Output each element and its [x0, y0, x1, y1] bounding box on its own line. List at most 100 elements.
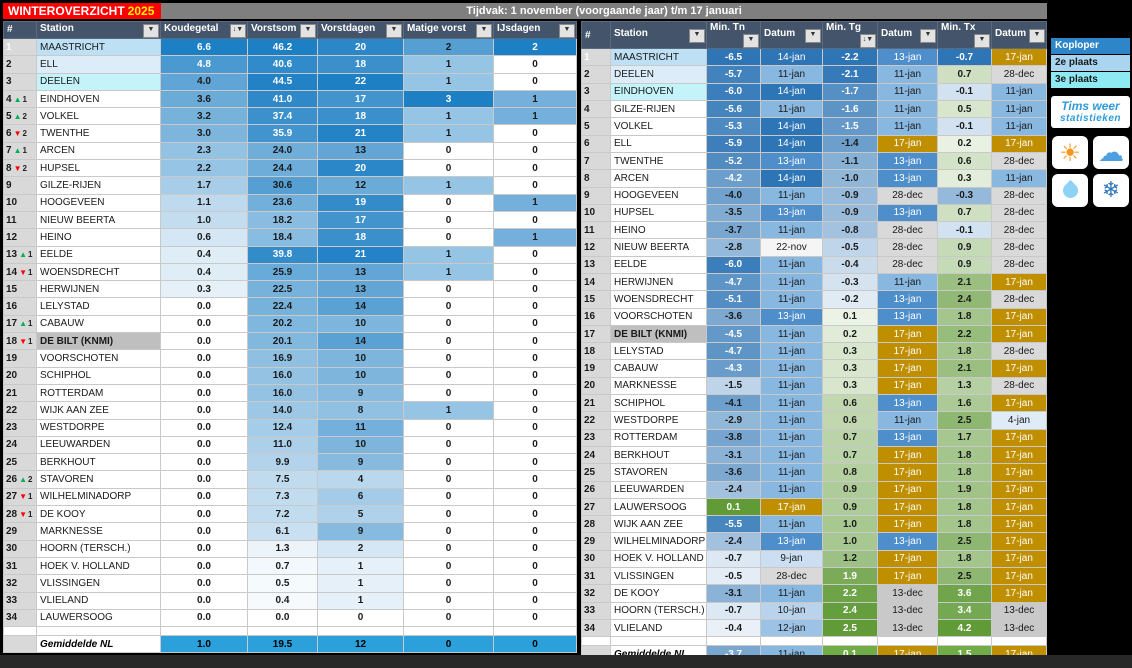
temp-cell[interactable]: -2.4 [706, 532, 761, 551]
date-cell[interactable]: 11-jan [991, 100, 1047, 119]
temp-cell[interactable]: 3.6 [937, 584, 992, 603]
temp-cell[interactable]: -0.5 [706, 567, 761, 586]
value-cell[interactable]: 0.7 [247, 556, 318, 576]
value-cell[interactable]: 9 [317, 383, 404, 403]
rank-cell[interactable]: 26 [581, 480, 611, 499]
value-cell[interactable]: 1.3 [247, 539, 318, 558]
date-cell[interactable]: 17-jan [991, 307, 1047, 326]
value-cell[interactable]: 3.6 [160, 89, 248, 109]
value-cell[interactable]: 0 [403, 228, 494, 247]
value-cell[interactable]: 0.0 [160, 591, 248, 610]
rank-cell[interactable]: 34 [581, 618, 611, 638]
station-cell[interactable]: ELL [610, 134, 707, 153]
value-cell[interactable]: 18 [317, 228, 404, 247]
rank-cell[interactable]: 21 [3, 383, 37, 403]
date-cell[interactable]: 12-jan [760, 618, 823, 638]
value-cell[interactable]: 0 [403, 591, 494, 610]
temp-cell[interactable]: -4.5 [706, 324, 761, 344]
value-cell[interactable]: 40.6 [247, 55, 318, 74]
value-cell[interactable]: 0 [493, 176, 577, 195]
rank-cell[interactable]: 23 [3, 418, 37, 437]
value-cell[interactable]: 0 [403, 574, 494, 593]
date-cell[interactable]: 28-dec [991, 255, 1047, 275]
station-cell[interactable]: VLIELAND [610, 618, 707, 638]
rank-cell[interactable]: 4 [581, 100, 611, 119]
value-cell[interactable]: 0 [493, 522, 577, 541]
temp-cell[interactable]: 0.5 [937, 100, 992, 119]
temp-cell[interactable]: 1.6 [937, 394, 992, 413]
temp-cell[interactable]: 1.0 [822, 532, 878, 551]
temp-cell[interactable]: 2.2 [822, 584, 878, 603]
value-cell[interactable]: 0 [493, 124, 577, 143]
temp-cell[interactable]: -5.1 [706, 290, 761, 309]
date-cell[interactable]: 13-jan [760, 203, 823, 223]
date-cell[interactable]: 28-dec [877, 255, 938, 275]
value-cell[interactable]: 1 [403, 72, 494, 91]
value-cell[interactable]: 3.2 [160, 107, 248, 126]
filter-button[interactable]: ▼ [476, 23, 492, 38]
temp-cell[interactable]: 0.7 [937, 65, 992, 84]
date-cell[interactable]: 28-dec [760, 567, 823, 586]
date-cell[interactable]: 17-jan [877, 567, 938, 586]
date-cell[interactable]: 22-nov [760, 238, 823, 257]
temp-cell[interactable]: -5.6 [706, 100, 761, 119]
temp-cell[interactable]: -5.3 [706, 117, 761, 136]
value-cell[interactable]: 0.0 [247, 608, 318, 628]
date-cell[interactable]: 28-dec [991, 290, 1047, 309]
date-cell[interactable]: 17-jan [877, 515, 938, 534]
station-cell[interactable]: WILHELMINADORP [36, 487, 161, 507]
temp-cell[interactable]: 0.7 [822, 445, 878, 465]
rank-cell[interactable]: 6 ▼2 [3, 124, 37, 143]
rank-cell[interactable]: 28 ▼1 [3, 505, 37, 524]
temp-cell[interactable]: -1.5 [706, 376, 761, 396]
station-cell[interactable]: DE BILT (KNMI) [36, 332, 161, 351]
value-cell[interactable]: 11.0 [247, 435, 318, 455]
rank-cell[interactable]: 1 [3, 37, 37, 57]
date-cell[interactable]: 17-jan [991, 428, 1047, 447]
temp-cell[interactable]: -4.2 [706, 169, 761, 188]
date-cell[interactable]: 11-jan [760, 186, 823, 205]
value-cell[interactable]: 0 [403, 314, 494, 334]
date-cell[interactable]: 13-jan [877, 532, 938, 551]
temp-cell[interactable]: -3.8 [706, 428, 761, 447]
value-cell[interactable]: 1 [317, 591, 404, 610]
temp-cell[interactable]: 1.8 [937, 515, 992, 534]
station-cell[interactable]: DE BILT (KNMI) [610, 324, 707, 344]
station-cell[interactable]: HOOGEVEEN [610, 186, 707, 205]
station-cell[interactable]: BERKHOUT [36, 453, 161, 472]
rank-cell[interactable]: 19 [3, 349, 37, 368]
station-cell[interactable]: VLISSINGEN [610, 567, 707, 586]
value-cell[interactable]: 0.0 [160, 505, 248, 524]
rank-cell[interactable]: 29 [3, 522, 37, 541]
date-cell[interactable]: 11-jan [760, 342, 823, 361]
station-cell[interactable]: HERWIJNEN [36, 280, 161, 299]
value-cell[interactable]: 4 [317, 470, 404, 489]
station-cell[interactable]: LAUWERSOOG [610, 497, 707, 517]
value-cell[interactable]: 0.0 [160, 522, 248, 541]
date-cell[interactable]: 14-jan [760, 82, 823, 102]
rank-cell[interactable]: 13 ▲1 [3, 245, 37, 264]
date-cell[interactable]: 11-jan [991, 82, 1047, 102]
temp-cell[interactable]: 0.8 [822, 463, 878, 482]
temp-cell[interactable]: -3.7 [706, 221, 761, 240]
rank-cell[interactable]: 29 [581, 532, 611, 551]
value-cell[interactable]: 2 [403, 37, 494, 57]
value-cell[interactable]: 0 [403, 141, 494, 161]
value-cell[interactable]: 0 [493, 141, 577, 161]
station-cell[interactable]: TWENTHE [610, 151, 707, 171]
temp-cell[interactable]: -4.1 [706, 394, 761, 413]
rank-cell[interactable]: 4 ▲1 [3, 89, 37, 109]
value-cell[interactable]: 0 [493, 159, 577, 178]
temp-cell[interactable]: -1.5 [822, 117, 878, 136]
value-cell[interactable]: 1 [493, 107, 577, 126]
date-cell[interactable]: 13-jan [877, 428, 938, 447]
rank-cell[interactable]: 19 [581, 359, 611, 378]
rank-cell[interactable]: 34 [3, 608, 37, 628]
temp-cell[interactable]: 0.9 [822, 480, 878, 499]
value-cell[interactable]: 0 [403, 522, 494, 541]
value-cell[interactable]: 23.6 [247, 193, 318, 212]
value-cell[interactable]: 0 [493, 210, 577, 230]
value-cell[interactable]: 0 [403, 539, 494, 558]
value-cell[interactable]: 20.1 [247, 332, 318, 351]
value-cell[interactable]: 21 [317, 124, 404, 143]
